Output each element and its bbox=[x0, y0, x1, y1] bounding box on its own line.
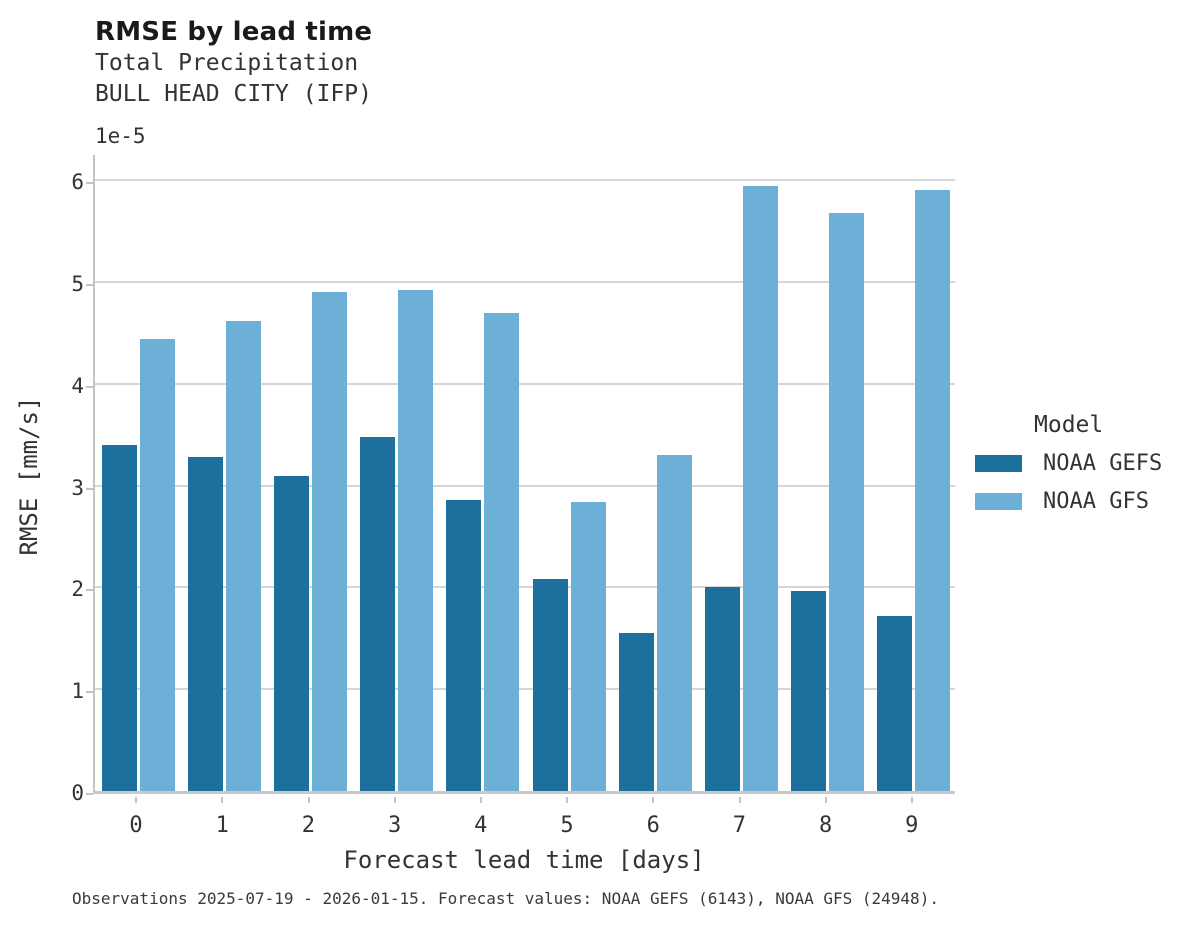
y-tick-label-3: 3 bbox=[71, 476, 84, 500]
x-tick-label-7: 7 bbox=[732, 813, 747, 838]
bar-noaa-gefs-day-4 bbox=[446, 500, 482, 791]
x-tick-label-9: 9 bbox=[905, 813, 919, 838]
y-tick-label-5: 5 bbox=[71, 272, 84, 296]
y-tick-mark-4 bbox=[86, 386, 93, 388]
bar-noaa-gfs-day-1 bbox=[225, 321, 261, 791]
y-tick-label-6: 6 bbox=[71, 170, 84, 194]
x-tick-label-4: 4 bbox=[474, 813, 488, 838]
bar-group-3 bbox=[354, 155, 440, 791]
y-tick-label-1: 1 bbox=[71, 679, 84, 703]
x-tick-mark-6 bbox=[652, 797, 655, 803]
x-tick-mark-0 bbox=[135, 797, 138, 803]
gridline-y-6 bbox=[95, 179, 955, 181]
legend-swatch-noaa-gfs bbox=[975, 493, 1022, 510]
footnote-caption: Observations 2025-07-19 - 2026-01-15. Fo… bbox=[72, 889, 939, 908]
chart-subtitle-location: BULL HEAD CITY (IFP) bbox=[95, 81, 372, 107]
bar-noaa-gefs-day-9 bbox=[877, 616, 913, 791]
x-tick-mark-3 bbox=[393, 797, 396, 803]
y-tick-label-0: 0 bbox=[71, 781, 84, 805]
bar-noaa-gefs-day-5 bbox=[532, 579, 568, 791]
bar-group-8 bbox=[785, 155, 871, 791]
x-tick-mark-4 bbox=[479, 797, 482, 803]
bar-noaa-gfs-day-8 bbox=[829, 213, 865, 791]
bar-noaa-gfs-day-9 bbox=[915, 190, 951, 791]
legend-entry-noaa-gefs: NOAA GEFS bbox=[975, 451, 1162, 476]
bar-group-9 bbox=[871, 155, 957, 791]
legend-title: Model bbox=[1034, 412, 1104, 438]
bar-noaa-gefs-day-1 bbox=[187, 457, 223, 791]
x-tick-mark-8 bbox=[824, 797, 827, 803]
y-tick-mark-6 bbox=[86, 182, 93, 184]
chart-subtitle-variable: Total Precipitation bbox=[95, 50, 359, 76]
bar-group-4 bbox=[440, 155, 526, 791]
x-tick-label-1: 1 bbox=[215, 813, 229, 838]
bar-noaa-gefs-day-0 bbox=[101, 445, 137, 791]
x-tick-label-0: 0 bbox=[129, 813, 143, 838]
bar-noaa-gefs-day-6 bbox=[618, 633, 654, 791]
bar-noaa-gefs-day-2 bbox=[273, 476, 309, 791]
bar-noaa-gfs-day-5 bbox=[570, 502, 606, 791]
x-tick-mark-7 bbox=[738, 797, 741, 803]
bar-noaa-gfs-day-6 bbox=[656, 455, 692, 791]
x-tick-mark-5 bbox=[566, 797, 569, 803]
plot-area bbox=[93, 155, 955, 794]
x-axis-label: Forecast lead time [days] bbox=[343, 846, 705, 874]
legend-swatch-noaa-gefs bbox=[975, 455, 1022, 472]
y-tick-label-4: 4 bbox=[71, 374, 84, 398]
y-tick-mark-3 bbox=[86, 488, 93, 490]
x-tick-mark-2 bbox=[307, 797, 310, 803]
legend-label-noaa-gfs: NOAA GFS bbox=[1043, 489, 1149, 514]
x-tick-mark-1 bbox=[221, 797, 224, 803]
x-tick-label-2: 2 bbox=[301, 813, 316, 838]
bar-group-7 bbox=[698, 155, 784, 791]
gridline-y-2 bbox=[95, 586, 955, 588]
legend-entries: NOAA GEFS NOAA GFS bbox=[975, 451, 1162, 514]
title-block: RMSE by lead time Total Precipitation BU… bbox=[95, 16, 372, 110]
gridline-y-5 bbox=[95, 281, 955, 283]
bar-group-2 bbox=[267, 155, 353, 791]
x-tick-label-6: 6 bbox=[646, 813, 660, 838]
bar-noaa-gfs-day-7 bbox=[742, 186, 778, 791]
legend-label-noaa-gefs: NOAA GEFS bbox=[1043, 451, 1163, 476]
legend-entry-noaa-gfs: NOAA GFS bbox=[975, 489, 1162, 514]
y-tick-mark-1 bbox=[86, 691, 93, 693]
x-tick-label-3: 3 bbox=[387, 813, 402, 838]
y-axis-offset-label: 1e-5 bbox=[95, 124, 146, 148]
bar-group-6 bbox=[612, 155, 698, 791]
y-tick-label-2: 2 bbox=[71, 577, 84, 601]
chart-title: RMSE by lead time bbox=[95, 17, 373, 47]
bar-noaa-gefs-day-8 bbox=[791, 591, 827, 791]
bar-noaa-gfs-day-4 bbox=[484, 313, 520, 791]
bar-group-5 bbox=[526, 155, 612, 791]
x-tick-mark-9 bbox=[910, 797, 913, 803]
gridline-y-1 bbox=[95, 688, 955, 690]
legend: Model NOAA GEFS NOAA GFS bbox=[975, 412, 1162, 514]
y-tick-mark-0 bbox=[86, 793, 93, 795]
bar-group-0 bbox=[95, 155, 181, 791]
x-tick-label-5: 5 bbox=[560, 813, 574, 838]
y-tick-mark-2 bbox=[86, 589, 93, 591]
x-tick-label-8: 8 bbox=[818, 813, 833, 838]
bar-noaa-gfs-day-2 bbox=[311, 292, 347, 791]
gridline-y-4 bbox=[95, 383, 955, 385]
gridline-y-3 bbox=[95, 485, 955, 487]
y-tick-mark-5 bbox=[86, 284, 93, 286]
bar-noaa-gefs-day-3 bbox=[360, 437, 396, 791]
bar-group-1 bbox=[181, 155, 267, 791]
bar-noaa-gefs-day-7 bbox=[704, 587, 740, 791]
bar-noaa-gfs-day-0 bbox=[139, 339, 175, 791]
bar-noaa-gfs-day-3 bbox=[398, 290, 434, 791]
